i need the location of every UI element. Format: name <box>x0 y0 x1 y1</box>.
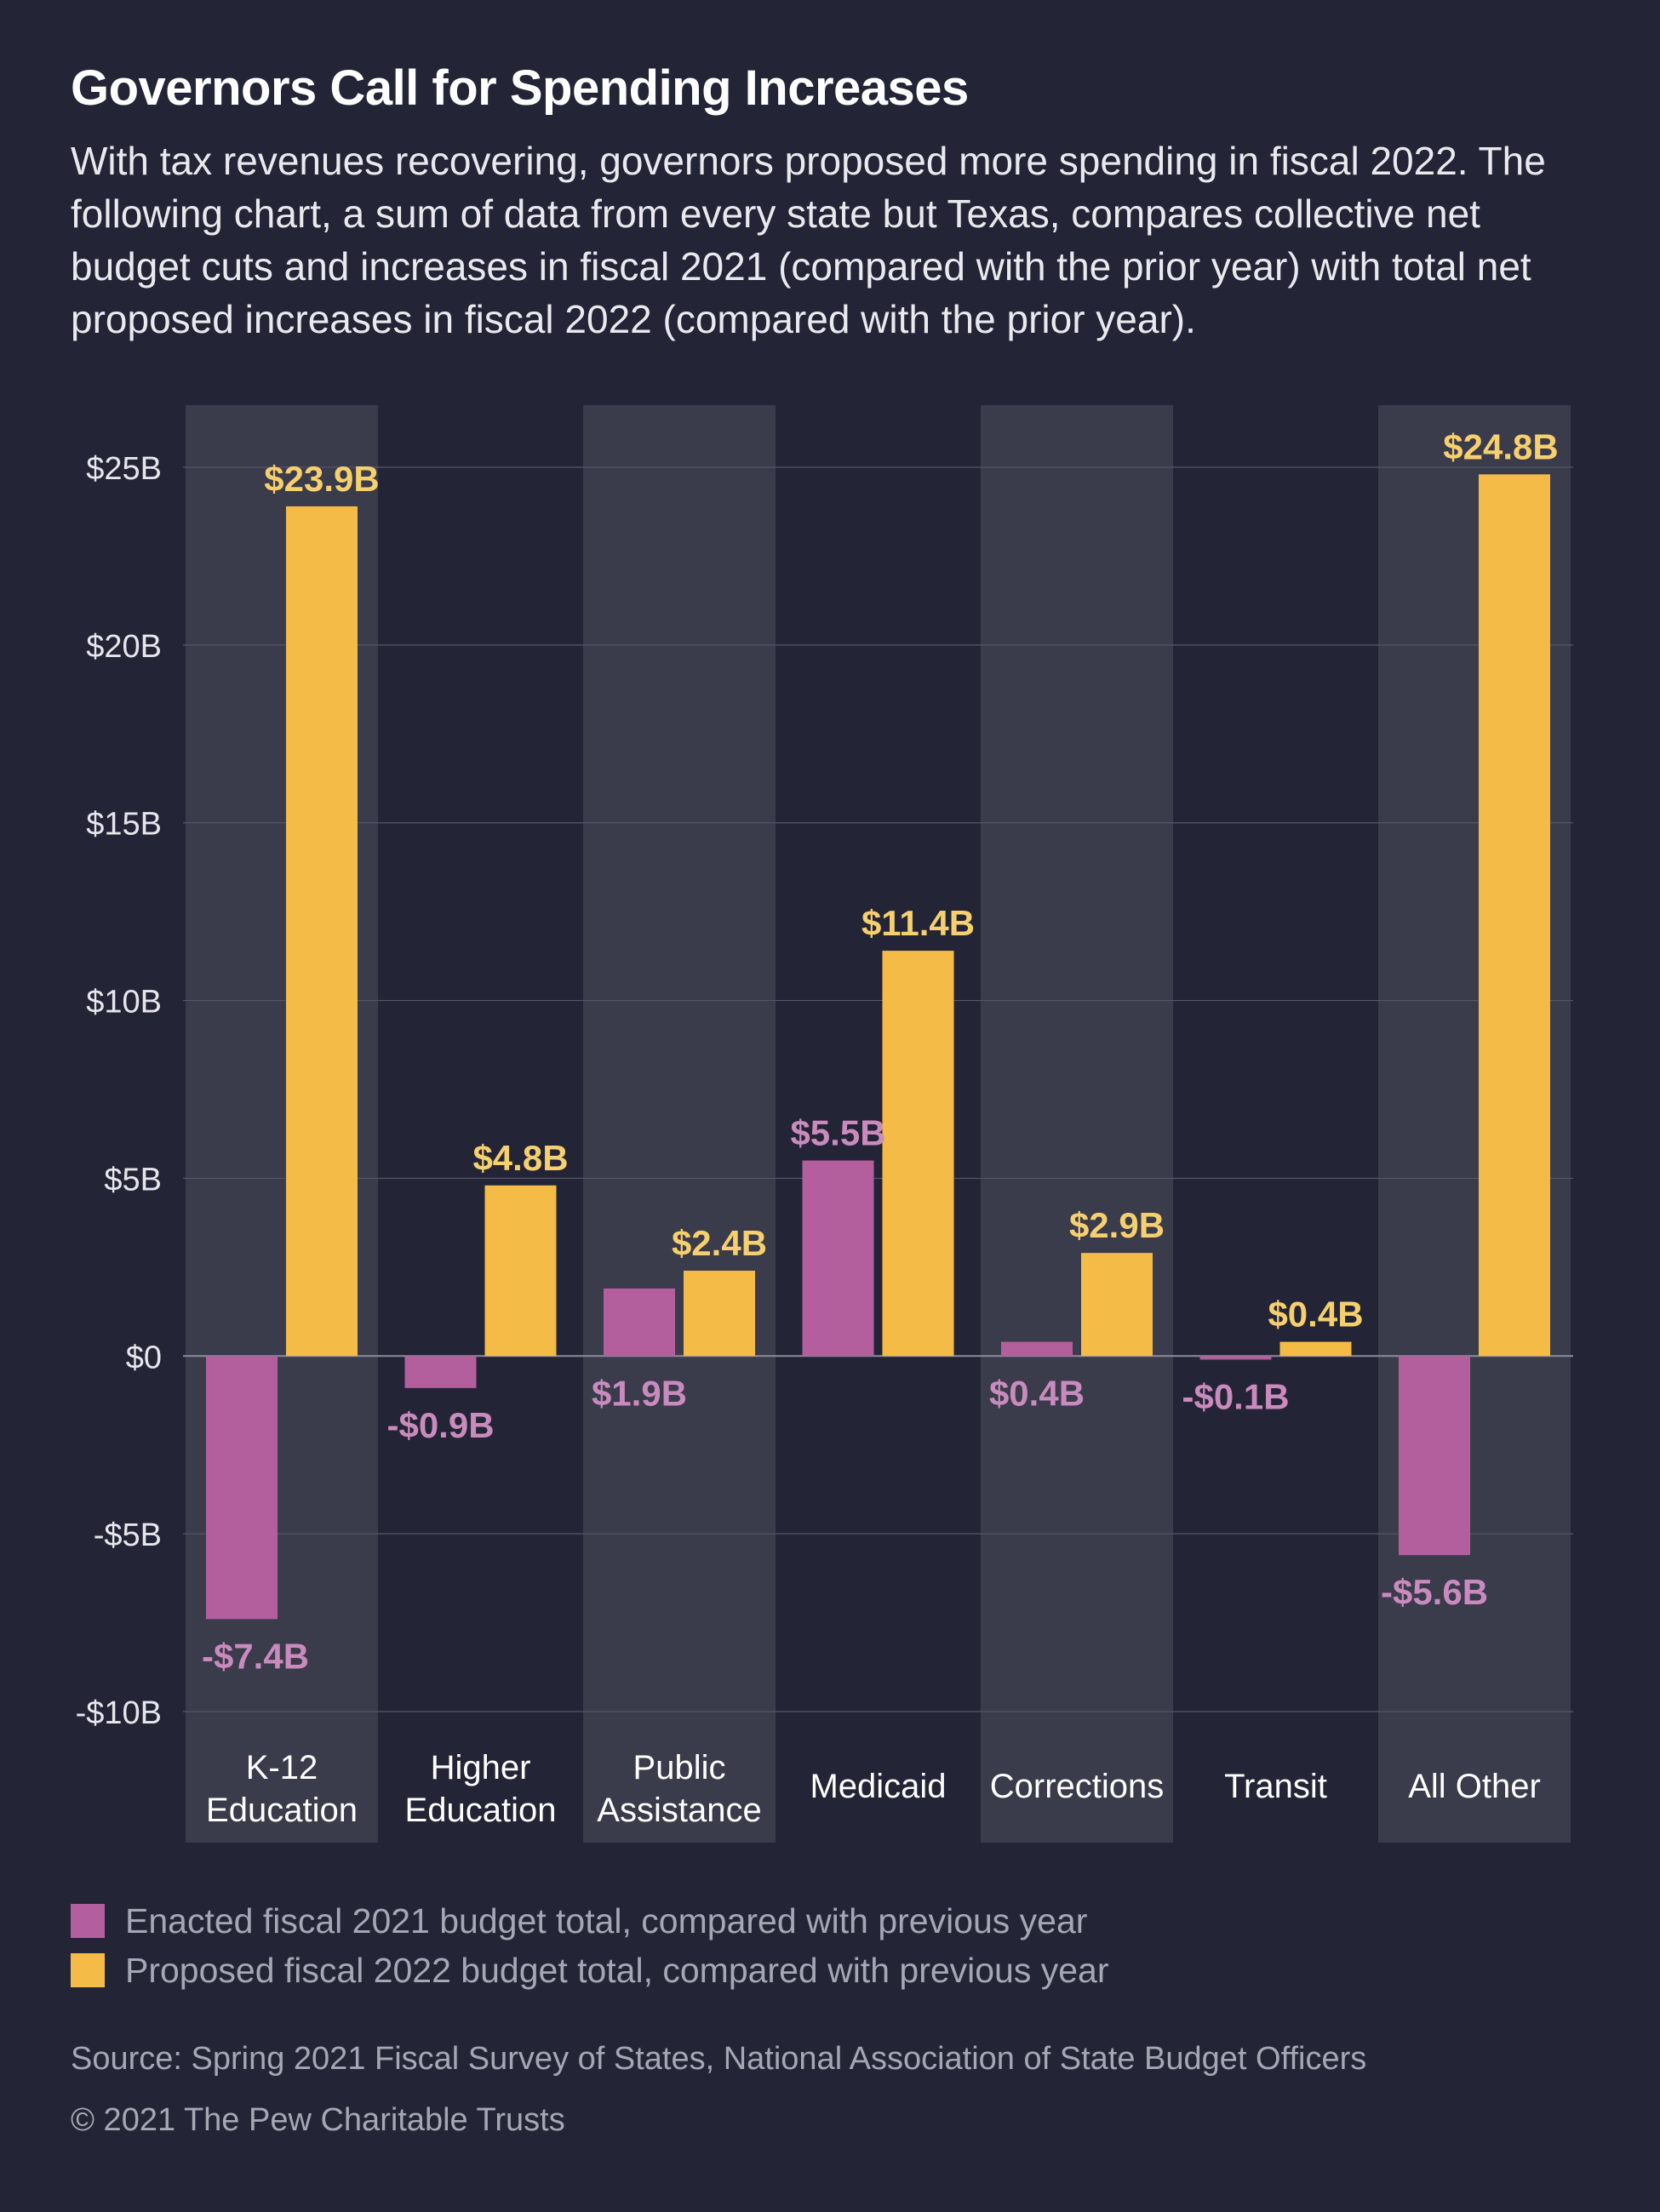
y-tick-label: $15B <box>86 807 162 843</box>
bar-proposed <box>1279 1341 1352 1357</box>
x-category-label: Assistance <box>597 1792 761 1829</box>
bar-enacted <box>1001 1341 1073 1357</box>
legend-label-enacted: Enacted fiscal 2021 budget total, compar… <box>125 1900 1088 1941</box>
bar-data-labels: -$7.4B $23.9B -$0.9B $4.8B $1.9B $2.4B $5.5B $1… <box>202 426 1559 1676</box>
y-tick-label: $20B <box>86 629 162 665</box>
data-label-proposed: $23.9B <box>264 459 379 499</box>
data-label-proposed: $0.4B <box>1268 1295 1363 1335</box>
bar-proposed <box>1081 1253 1153 1357</box>
source-note: Source: Spring 2021 Fiscal Survey of Sta… <box>71 2041 1367 2077</box>
bar-proposed <box>286 506 358 1357</box>
x-category-label: All Other <box>1408 1768 1541 1805</box>
chart-subtitle: With tax revenues recovering, governors … <box>71 139 1546 341</box>
data-label-enacted: -$7.4B <box>202 1636 309 1676</box>
bar-enacted <box>1199 1356 1272 1360</box>
x-axis-categories: K-12 Education Higher Education Public Assist… <box>206 1749 1541 1829</box>
category-band <box>583 405 776 1843</box>
chart-title: Governors Call for Spending Increases <box>71 60 969 116</box>
x-category-label: K-12 <box>246 1749 318 1786</box>
x-category-label: Transit <box>1224 1768 1327 1805</box>
category-band <box>981 405 1173 1843</box>
y-tick-label: $5B <box>104 1162 162 1197</box>
x-category-label: Education <box>206 1792 358 1829</box>
bar-proposed <box>882 951 954 1357</box>
data-label-proposed: $4.8B <box>472 1138 568 1178</box>
data-label-enacted: $5.5B <box>790 1113 885 1153</box>
x-category-label: Corrections <box>990 1768 1165 1805</box>
bar-enacted <box>802 1160 874 1357</box>
legend-item-proposed: Proposed fiscal 2022 budget total, compa… <box>71 1946 1109 1995</box>
data-label-enacted: -$0.9B <box>386 1405 494 1445</box>
bar-enacted <box>1399 1356 1470 1556</box>
legend-item-enacted: Enacted fiscal 2021 budget total, compar… <box>71 1896 1109 1946</box>
data-label-proposed: $2.9B <box>1069 1205 1165 1245</box>
legend: Enacted fiscal 2021 budget total, compar… <box>71 1896 1109 1995</box>
y-tick-label: -$10B <box>76 1695 162 1731</box>
data-label-enacted: -$0.1B <box>1182 1376 1289 1416</box>
x-category-label: Medicaid <box>810 1768 946 1805</box>
bar-proposed <box>484 1185 557 1357</box>
y-tick-label: $10B <box>86 985 162 1020</box>
data-label-proposed: $11.4B <box>861 903 975 943</box>
bar-proposed <box>684 1271 755 1357</box>
y-tick-label: $25B <box>86 451 162 487</box>
data-label-proposed: $2.4B <box>672 1223 767 1263</box>
x-category-label: Public <box>633 1749 726 1786</box>
x-category-label: Education <box>405 1792 557 1829</box>
data-label-enacted: $0.4B <box>989 1373 1085 1413</box>
legend-swatch-enacted <box>71 1904 105 1938</box>
data-label-enacted: -$5.6B <box>1381 1572 1488 1612</box>
data-label-enacted: $1.9B <box>592 1373 687 1413</box>
y-tick-label: -$5B <box>94 1518 162 1553</box>
gridlines <box>183 466 1573 1712</box>
legend-label-proposed: Proposed fiscal 2022 budget total, compa… <box>125 1950 1109 1990</box>
y-axis-ticks: $25B $20B $15B $10B $5B $0 -$5B -$10B <box>76 451 162 1731</box>
bar-enacted <box>604 1288 675 1357</box>
bar-enacted <box>404 1356 477 1388</box>
legend-swatch-proposed <box>71 1953 105 1987</box>
bar-chart: $25B $20B $15B $10B $5B $0 -$5B -$10B -$7.4B $23… <box>76 405 1573 1843</box>
bar-enacted <box>206 1356 278 1620</box>
x-category-label: Higher <box>431 1749 531 1786</box>
bar-proposed <box>1479 474 1550 1357</box>
y-tick-label: $0 <box>126 1340 162 1375</box>
bars <box>206 474 1550 1620</box>
data-label-proposed: $24.8B <box>1443 426 1558 466</box>
copyright-note: © 2021 The Pew Charitable Trusts <box>71 2102 565 2138</box>
